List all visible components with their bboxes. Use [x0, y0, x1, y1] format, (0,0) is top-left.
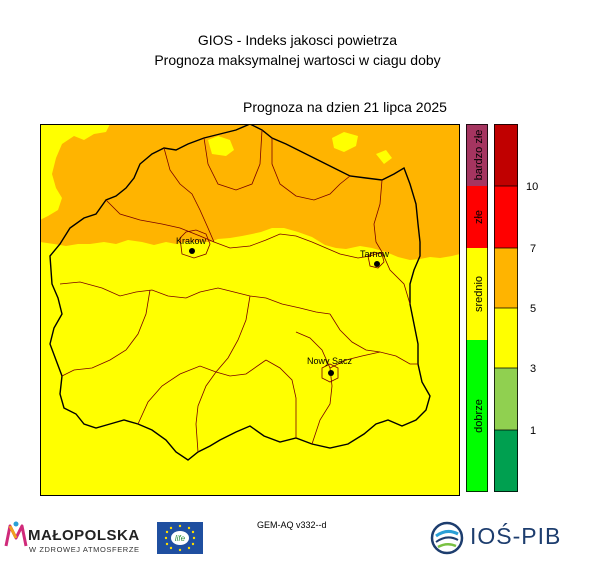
model-version: GEM-AQ v332--d: [257, 520, 327, 530]
malopolska-tagline: W ZDROWEJ ATMOSFERZE: [29, 545, 140, 554]
category-bardzo-zle: [466, 124, 488, 186]
map-orange-zone: [40, 124, 460, 260]
city-marker-tarnow: Tarnow: [360, 249, 390, 267]
map-yellow-pocket-north: [208, 136, 234, 156]
page-subtitle: Prognoza maksymalnej wartosci w ciagu do…: [154, 52, 441, 68]
malopolska-logo-icon: [4, 521, 28, 547]
scale-tick-10: 10: [526, 181, 538, 193]
ios-pib-name: IOŚ-PIB: [470, 523, 562, 549]
city-krakow-border: [179, 229, 211, 259]
category-zle: [466, 186, 488, 248]
map-frame: [40, 124, 460, 496]
city-label-tarnow: Tarnow: [360, 249, 390, 259]
city-label-nowy-sacz: Nowy Sacz: [307, 356, 353, 366]
scale-step-2: [494, 368, 518, 430]
city-tarnow-border: [367, 251, 385, 269]
forecast-map: Krakow Tarnow Nowy Sacz: [40, 124, 460, 496]
city-marker-nowy-sacz: Nowy Sacz: [307, 356, 353, 376]
scale-step-4: [494, 248, 518, 308]
scale-step-1: [494, 430, 518, 492]
city-label-krakow: Krakow: [176, 236, 207, 246]
county-borders: [59, 129, 418, 453]
scale-tick-3: 3: [530, 363, 536, 375]
category-label-dobrze: dobrze: [473, 399, 485, 433]
life-programme-logo: life: [157, 522, 203, 554]
category-bar: bardzo złe złe srednio dobrze: [466, 124, 488, 492]
scale-step-3: [494, 308, 518, 368]
city-marker-krakow: Krakow: [176, 236, 207, 254]
scale-tick-1: 1: [530, 425, 536, 437]
map-yellow-pocket-east: [376, 150, 392, 164]
forecast-date: Prognoza na dzien 21 lipca 2025: [243, 99, 447, 115]
city-nowy-sacz-border: [321, 363, 339, 383]
value-bar: 10 7 5 3 1: [494, 124, 538, 492]
category-label-bardzo-zle: bardzo złe: [473, 130, 485, 181]
page-title: GIOS - Indeks jakosci powietrza: [197, 32, 398, 48]
map-yellow-pocket-northeast: [332, 132, 358, 152]
color-scale-legend: bardzo złe złe srednio dobrze 10 7 5 3 1: [466, 124, 538, 492]
scale-tick-5: 5: [530, 303, 536, 315]
category-srednio: [466, 248, 488, 340]
scale-tick-7: 7: [530, 243, 536, 255]
malopolska-name: MAŁOPOLSKA: [28, 527, 140, 544]
scale-step-6: [494, 124, 518, 186]
life-logo-text: life: [175, 534, 186, 543]
category-label-zle: złe: [473, 210, 485, 224]
map-yellow-pocket: [40, 124, 110, 220]
scale-step-5: [494, 186, 518, 248]
ios-pib-logo-icon: [430, 521, 464, 555]
category-dobrze: [466, 340, 488, 492]
category-label-srednio: srednio: [473, 276, 485, 312]
